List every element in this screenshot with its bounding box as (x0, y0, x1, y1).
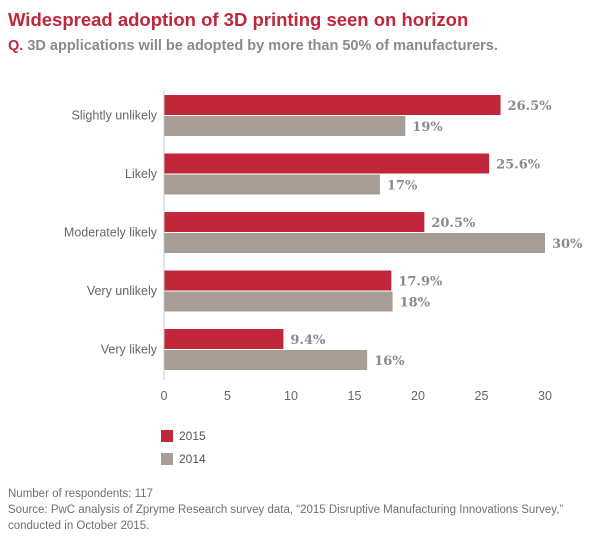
data-label-2014-moderately-likely: 30% (552, 237, 583, 252)
bar-2015-very-unlikely (164, 270, 392, 291)
data-label-2014-slightly-unlikely: 19% (412, 120, 443, 135)
category-label-very-likely: Very likely (101, 343, 158, 357)
x-tick-label-25: 25 (475, 389, 489, 403)
legend-item-2014: 2014 (161, 452, 206, 466)
bar-2015-slightly-unlikely (164, 95, 501, 115)
data-label-2015-very-unlikely: 17.9% (398, 275, 443, 290)
chart-subtitle: Q. 3D applications will be adopted by mo… (8, 38, 498, 54)
bar-2015-likely (164, 153, 490, 174)
data-label-2015-very-likely: 9.4% (290, 333, 326, 348)
legend-item-2015: 2015 (161, 429, 206, 443)
x-tick-label-10: 10 (284, 389, 298, 403)
data-label-2015-likely: 25.6% (496, 158, 541, 173)
category-label-very-unlikely: Very unlikely (87, 284, 158, 298)
footer: Number of respondents: 117 Source: PwC a… (8, 486, 588, 534)
bar-2014-slightly-unlikely (164, 116, 406, 136)
x-tick-label-30: 30 (538, 389, 552, 403)
legend-swatch-2014 (161, 453, 173, 465)
data-label-2014-very-unlikely: 18% (400, 296, 431, 311)
bar-2015-moderately-likely (164, 212, 425, 232)
chart-title: Widespread adoption of 3D printing seen … (8, 9, 469, 30)
category-label-slightly-unlikely: Slightly unlikely (72, 109, 158, 123)
source-note: Source: PwC analysis of Zpryme Research … (8, 504, 564, 532)
question-prefix: Q. (8, 38, 24, 54)
question-text: 3D applications will be adopted by more … (27, 38, 498, 54)
bar-2015-very-likely (164, 329, 284, 349)
legend-label-2015: 2015 (179, 429, 206, 443)
legend-label-2014: 2014 (179, 452, 206, 466)
x-tick-label-0: 0 (161, 389, 168, 403)
category-label-moderately-likely: Moderately likely (64, 226, 158, 240)
data-label-2014-likely: 17% (387, 179, 418, 194)
bar-2014-very-unlikely (164, 291, 393, 312)
legend-swatch-2015 (161, 430, 173, 442)
x-tick-label-5: 5 (224, 389, 231, 403)
bar-2014-moderately-likely (164, 233, 545, 253)
bar-chart: Slightly unlikely 26.5% 19% Likely 25.6% 17% M… (64, 91, 583, 403)
bar-2014-likely (164, 174, 380, 195)
data-label-2015-moderately-likely: 20.5% (431, 216, 476, 231)
data-label-2015-slightly-unlikely: 26.5% (508, 99, 553, 114)
category-label-likely: Likely (125, 167, 158, 181)
bar-2014-very-likely (164, 350, 368, 370)
x-tick-label-15: 15 (348, 389, 362, 403)
x-tick-label-20: 20 (411, 389, 425, 403)
data-label-2014-very-likely: 16% (374, 354, 405, 369)
respondents-note: Number of respondents: 117 (8, 488, 153, 500)
